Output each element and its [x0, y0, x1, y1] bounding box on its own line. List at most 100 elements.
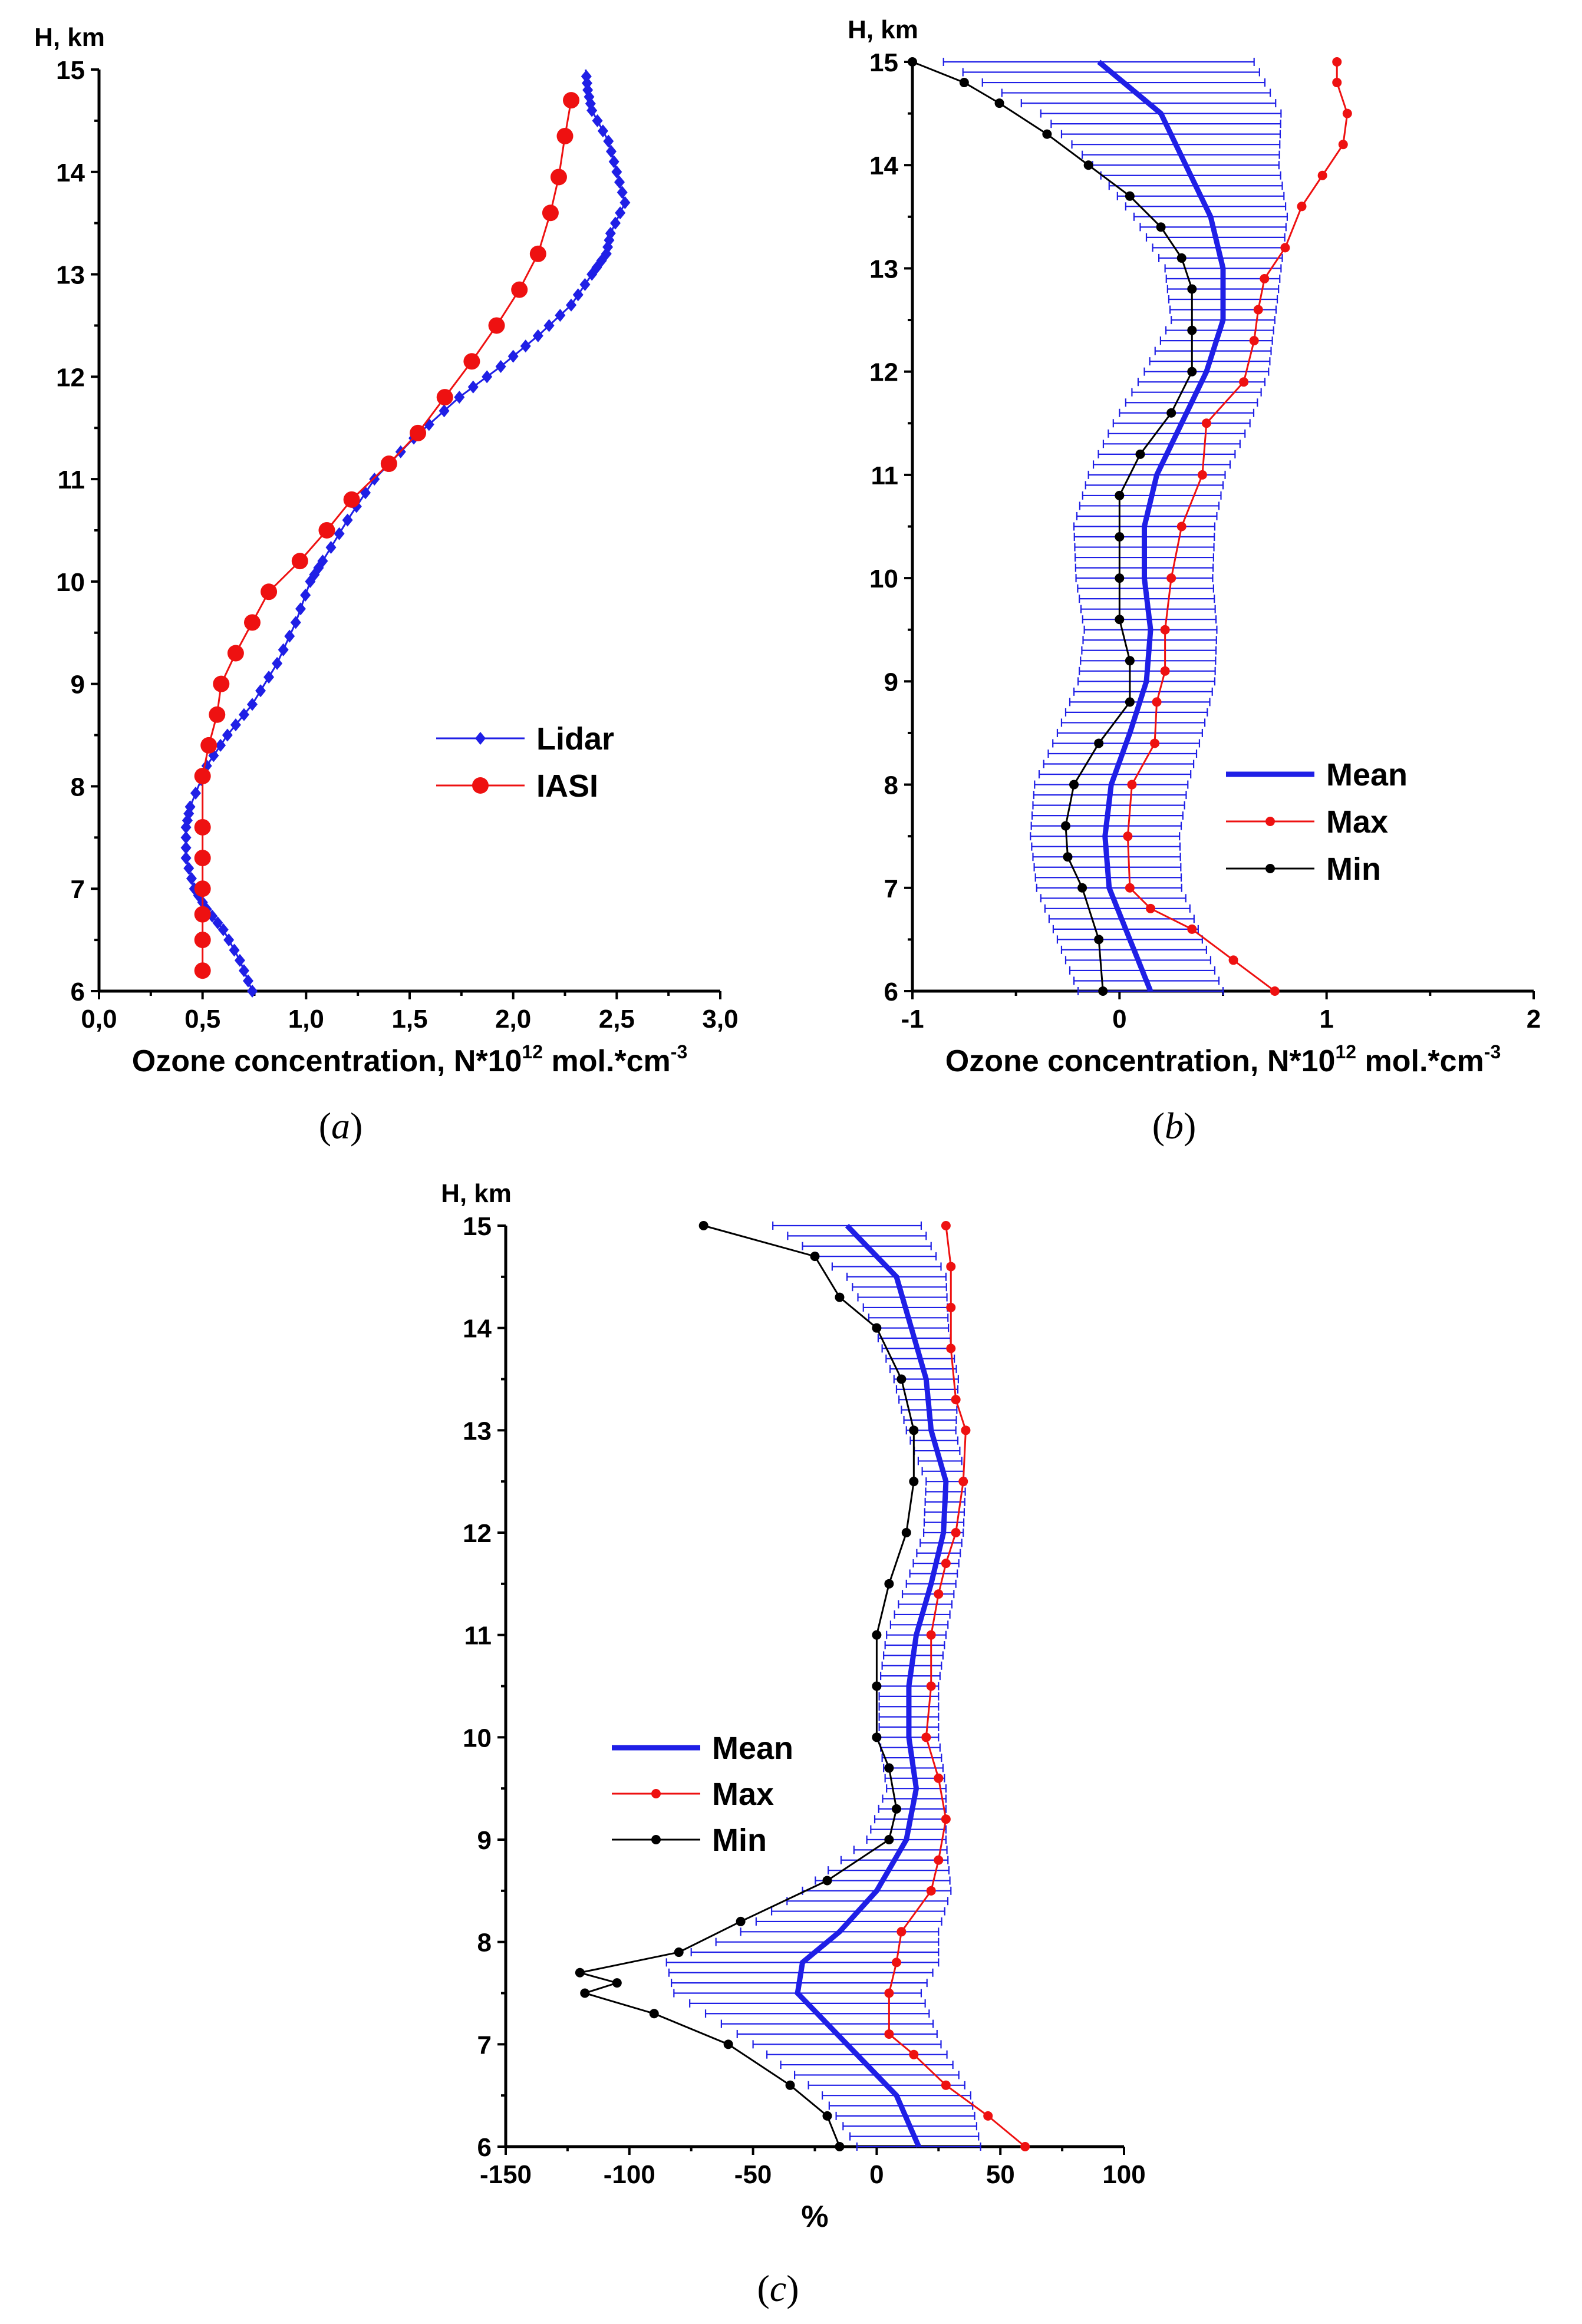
- data-point: [926, 1681, 936, 1691]
- legend-label: Mean: [1326, 757, 1408, 793]
- data-point: [908, 57, 917, 67]
- data-point: [897, 1927, 907, 1937]
- data-point: [532, 329, 543, 342]
- y-tick-label: 7: [477, 2031, 492, 2059]
- data-point: [1146, 903, 1156, 913]
- data-point: [946, 1262, 956, 1272]
- panel-c-chart: 6 7 8 9 10 11 12 13 14 15 -150 -100 -50 0 50 100 H, km% M…: [441, 1179, 1146, 2234]
- legend-marker: [651, 1789, 661, 1798]
- y-tick-label: 10: [463, 1724, 492, 1752]
- data-point: [946, 1302, 956, 1312]
- data-point: [619, 196, 631, 209]
- data-point: [941, 1814, 951, 1824]
- data-point: [1127, 780, 1137, 790]
- data-point: [615, 206, 626, 220]
- data-point: [334, 527, 345, 540]
- data-point: [872, 1732, 882, 1742]
- data-point: [200, 737, 217, 754]
- data-point: [1115, 532, 1125, 542]
- data-point: [318, 522, 335, 539]
- data-point: [926, 1630, 936, 1640]
- legend-label: Max: [712, 1777, 774, 1812]
- data-point: [822, 1876, 832, 1886]
- data-point: [884, 1835, 894, 1844]
- data-point: [1166, 408, 1176, 418]
- series-line: [1097, 60, 1226, 992]
- y-tick-label: 12: [869, 358, 898, 387]
- data-point: [884, 1988, 894, 1998]
- data-point: [1176, 253, 1186, 263]
- data-point: [317, 554, 328, 568]
- data-point: [698, 1221, 708, 1230]
- legend-item-lidar: Lidar: [436, 721, 614, 757]
- legend-label: Min: [1326, 851, 1381, 887]
- data-point: [1135, 449, 1145, 459]
- data-point: [194, 768, 211, 785]
- data-point: [194, 880, 211, 897]
- data-point: [1150, 738, 1160, 748]
- data-point: [946, 1343, 956, 1354]
- data-point: [1123, 831, 1133, 841]
- data-point: [542, 204, 559, 222]
- data-point: [180, 841, 192, 854]
- data-point: [891, 1804, 901, 1814]
- data-point: [1125, 191, 1135, 201]
- data-point: [958, 1477, 968, 1487]
- x-tick-label: -50: [734, 2160, 772, 2189]
- legend-label: Lidar: [536, 721, 614, 757]
- data-point: [229, 943, 240, 957]
- data-point: [605, 145, 617, 159]
- x-tick-label: 1,0: [288, 1005, 324, 1034]
- data-point: [1270, 986, 1280, 996]
- data-point: [295, 602, 306, 616]
- data-point: [223, 933, 235, 947]
- data-point: [290, 616, 301, 629]
- data-point: [579, 278, 591, 291]
- data-point: [342, 513, 353, 527]
- data-point: [217, 923, 229, 936]
- x-axis-label: %: [801, 2200, 828, 2234]
- data-point: [983, 2111, 993, 2121]
- data-point: [1125, 656, 1135, 666]
- data-point: [608, 155, 619, 169]
- caption-c: (c): [757, 2267, 799, 2309]
- data-point: [272, 656, 283, 670]
- x-tick-label: 2,5: [599, 1005, 635, 1034]
- series-lidar: [180, 69, 631, 998]
- y-tick-label: 13: [56, 261, 85, 290]
- y-tick-label: 9: [884, 668, 898, 696]
- y-axis-label: H, km: [441, 1179, 512, 1208]
- data-point: [810, 1252, 820, 1262]
- y-tick-label: 14: [869, 151, 898, 180]
- data-point: [190, 787, 201, 800]
- data-point: [380, 455, 397, 473]
- legend: Mean Max Min: [612, 1731, 793, 1858]
- data-point: [1332, 57, 1342, 67]
- data-point: [184, 800, 196, 814]
- data-point: [959, 78, 969, 88]
- x-tick-label: 0: [869, 2160, 884, 2189]
- data-point: [183, 861, 195, 875]
- data-point: [238, 964, 249, 978]
- data-point: [901, 1528, 911, 1537]
- data-point: [1063, 852, 1073, 862]
- data-point: [872, 1681, 882, 1691]
- y-tick-label: 15: [463, 1212, 492, 1241]
- data-point: [872, 1323, 882, 1333]
- data-point: [1239, 377, 1249, 387]
- data-point: [909, 2049, 919, 2059]
- series-line: [202, 100, 572, 971]
- data-point: [951, 1528, 961, 1537]
- data-point: [835, 1292, 845, 1302]
- data-point: [284, 629, 295, 643]
- data-point: [909, 1477, 919, 1487]
- y-tick-label: 14: [463, 1315, 492, 1343]
- data-point: [230, 718, 241, 732]
- data-point: [194, 906, 211, 923]
- data-point: [723, 2039, 733, 2049]
- y-tick-label: 8: [884, 771, 898, 800]
- data-point: [921, 1732, 931, 1742]
- data-point: [1280, 243, 1290, 253]
- data-point: [1094, 738, 1104, 748]
- y-tick-label: 6: [71, 978, 85, 1006]
